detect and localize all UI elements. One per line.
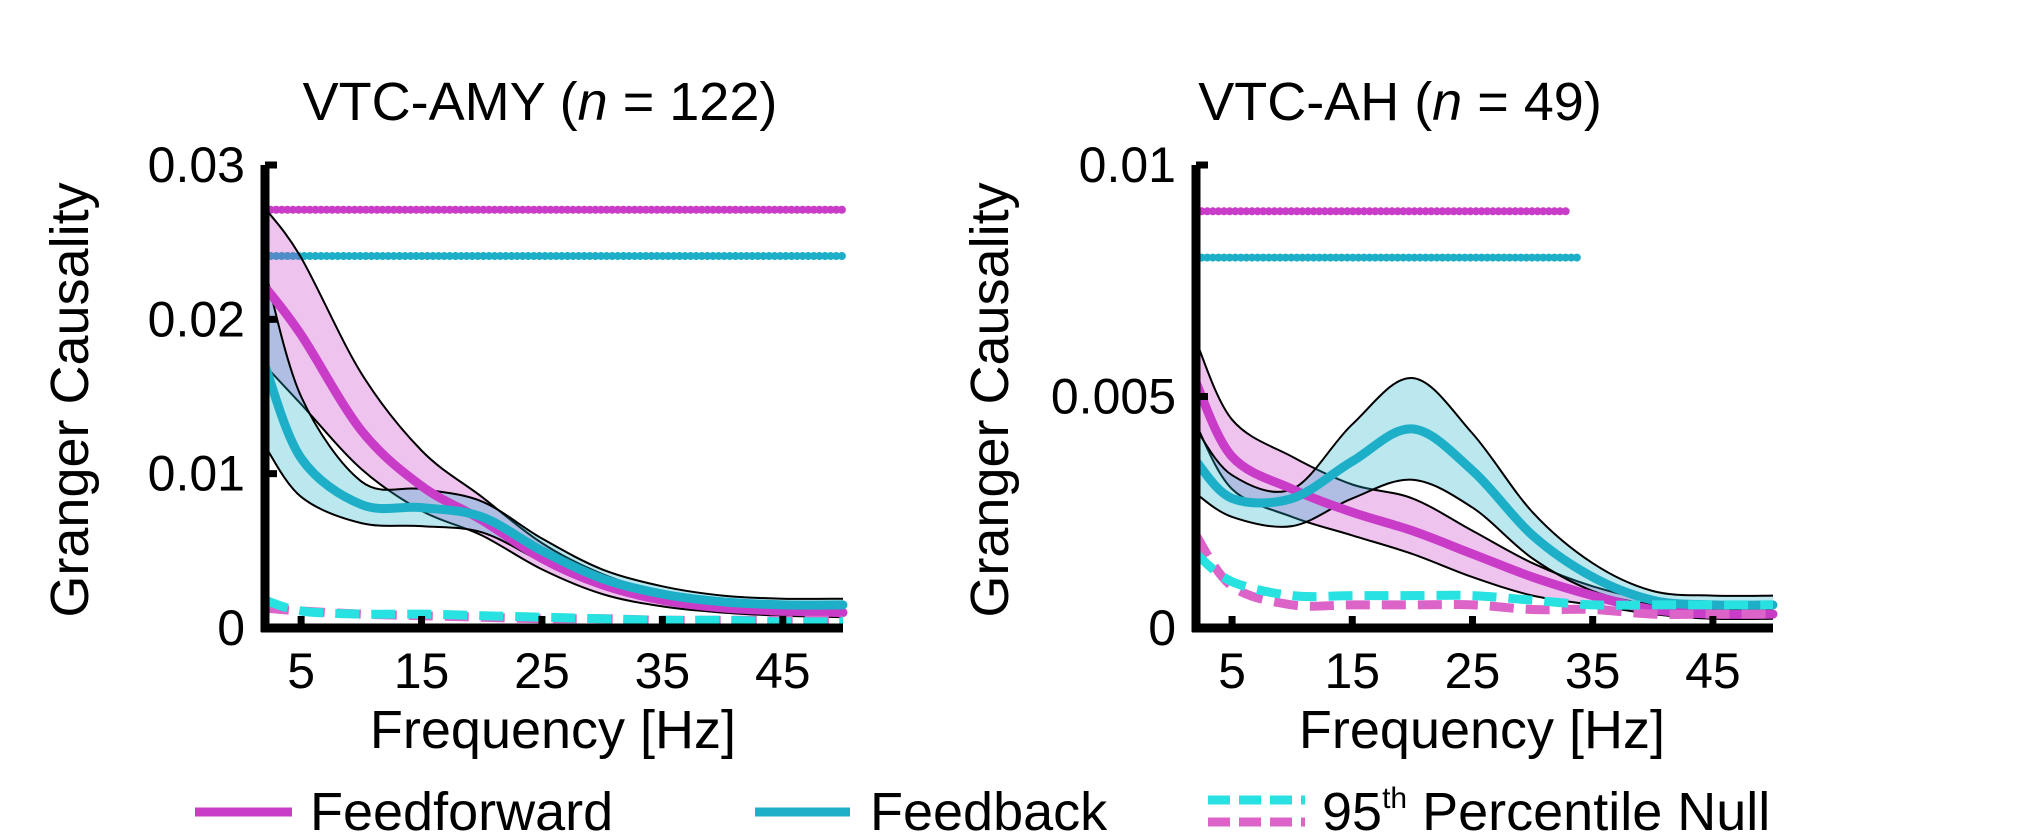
x-tick-label: 25 [514,643,570,699]
null-line-feedforward-null [1192,532,1773,619]
x-tick-label: 15 [394,643,450,699]
x-tick-label: 45 [755,643,811,699]
x-tick-label: 5 [1218,643,1246,699]
y-tick-label: 0.02 [148,291,245,347]
x-tick-label: 35 [635,643,691,699]
x-tick-label: 25 [1445,643,1501,699]
x-tick-label: 35 [1565,643,1621,699]
plot-area: 0 0.005 0.01 5 15 25 35 45 [1051,137,1778,699]
y-tick-label: 0.01 [148,446,245,502]
y-tick-label: 0.03 [148,137,245,193]
chart-panel-vtc-amy: VTC-AMY (n = 122) Granger Causality Freq… [40,72,848,760]
series-line-feedforward [1191,378,1778,619]
band-feedforward [265,208,843,618]
x-tick-label: 45 [1685,643,1741,699]
x-axis-label: Frequency [Hz] [1299,700,1665,760]
chart-title: VTC-AMY (n = 122) [303,72,778,132]
plot-area: 0 0.01 0.02 0.03 5 15 25 35 45 [148,137,848,699]
legend-label-feedback: Feedback [870,782,1108,835]
null-line-feedback-null [263,595,844,627]
chart-title: VTC-AH (n = 49) [1198,72,1602,132]
series-line-feedforward [260,282,848,618]
series-line-feedback [260,361,848,610]
chart-panel-vtc-ah: VTC-AH (n = 49) Granger Causality Freque… [960,72,1778,760]
legend: Feedforward Feedback 95th Percentile Nul… [195,782,1770,835]
x-axis-label: Frequency [Hz] [370,700,736,760]
y-tick-label: 0 [1148,600,1176,656]
y-axis-label: Granger Causality [40,182,100,617]
band-lower-edge-feedback [264,445,844,611]
y-tick-label: 0 [217,600,245,656]
null-line-feedback-null [1193,550,1773,610]
x-tick-label: 15 [1324,643,1380,699]
band-feedback [1196,377,1773,610]
y-axis-label: Granger Causality [960,182,1020,617]
band-upper-edge-feedback [1195,376,1774,597]
legend-label-null: 95th Percentile Null [1322,782,1770,835]
band-upper-edge-feedback [264,269,844,600]
band-lower-edge-feedforward [264,364,844,619]
y-tick-label: 0.01 [1079,137,1176,193]
x-tick-label: 5 [287,643,315,699]
y-tick-label: 0.005 [1051,369,1176,425]
legend-label-feedforward: Feedforward [310,782,613,835]
